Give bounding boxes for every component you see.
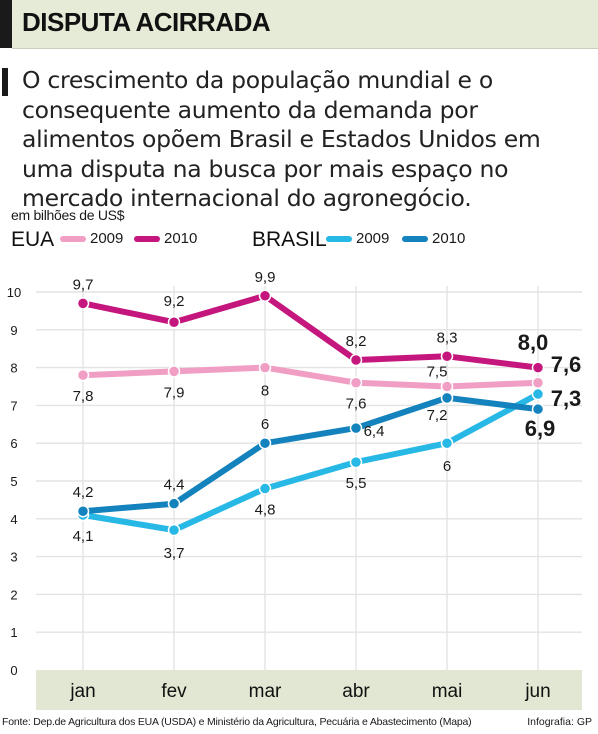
data-point-brasil-2010 xyxy=(531,402,545,416)
page-title: DISPUTA ACIRRADA xyxy=(22,7,271,37)
y-tick-label: 1 xyxy=(10,625,17,640)
data-point-eua-2009 xyxy=(440,380,454,393)
data-label-eua-2010: 8,3 xyxy=(437,329,458,346)
y-tick-label: 10 xyxy=(7,285,21,300)
data-point-eua-2010 xyxy=(167,315,181,329)
y-axis-unit-label: em bilhões de US$ xyxy=(11,207,125,223)
source-note: Fonte: Dep.de Agricultura dos EUA (USDA)… xyxy=(2,716,472,728)
data-point-brasil-2009 xyxy=(440,436,454,450)
legend-title-eua: EUA xyxy=(11,228,55,251)
data-point-eua-2010 xyxy=(258,289,272,303)
x-tick-label-abr: abr xyxy=(342,681,370,702)
data-point-eua-2010 xyxy=(531,361,545,374)
legend-label-brasil-2010: 2010 xyxy=(432,230,466,247)
legend-swatch-eua-2010 xyxy=(134,236,160,242)
chart-axes: 0 1 2 3 4 5 6 7 8 9 10 jan fev mar abr mai jun xyxy=(7,285,582,710)
data-label-brasil-2010: 6 xyxy=(261,416,269,433)
intro-text: O crescimento da população mundial e o c… xyxy=(22,66,541,212)
data-point-eua-2009 xyxy=(531,376,545,389)
x-axis-band xyxy=(36,670,582,710)
data-label-eua-2010: 9,2 xyxy=(164,293,185,310)
chart-series-lines xyxy=(76,289,545,537)
data-label-eua-2010: 9,7 xyxy=(73,276,94,293)
data-label-eua-2010: 8,0 xyxy=(518,330,549,355)
series-line-brasil-2010 xyxy=(80,394,541,515)
data-label-brasil-2009: 5,5 xyxy=(346,475,367,492)
y-tick-label: 5 xyxy=(10,474,17,489)
data-point-eua-2009 xyxy=(258,361,272,374)
header: DISPUTA ACIRRADA xyxy=(0,0,598,49)
credit-note: Infografia: GP xyxy=(527,716,592,728)
data-point-brasil-2009 xyxy=(258,482,272,495)
data-point-eua-2010 xyxy=(349,353,363,367)
intro-accent-bar xyxy=(2,68,8,96)
legend-title-brasil: BRASIL xyxy=(252,228,327,251)
data-label-brasil-2009: 3,7 xyxy=(164,545,185,562)
legend-label-eua-2009: 2009 xyxy=(90,230,124,247)
data-point-brasil-2009 xyxy=(349,455,363,469)
y-tick-label: 2 xyxy=(10,587,17,602)
x-tick-label-fev: fev xyxy=(161,681,187,702)
data-label-brasil-2009: 6 xyxy=(443,458,451,475)
data-point-brasil-2010 xyxy=(167,497,181,510)
data-label-eua-2010: 9,9 xyxy=(255,269,276,286)
data-label-brasil-2010: 6,9 xyxy=(525,416,556,441)
data-label-brasil-2010: 6,4 xyxy=(364,423,385,440)
y-tick-label: 0 xyxy=(10,663,17,678)
legend-label-eua-2010: 2010 xyxy=(164,230,198,247)
series-line-eua-2009 xyxy=(80,364,541,390)
x-tick-label-jun: jun xyxy=(524,681,550,702)
y-tick-label: 4 xyxy=(10,512,17,527)
y-tick-label: 9 xyxy=(10,323,17,338)
data-label-eua-2009: 7,5 xyxy=(427,364,448,381)
data-point-brasil-2010 xyxy=(349,421,363,435)
legend-label-brasil-2009: 2009 xyxy=(356,230,390,247)
data-label-eua-2009: 7,6 xyxy=(346,396,367,413)
x-tick-label-mar: mar xyxy=(249,681,282,702)
y-tick-label: 3 xyxy=(10,550,17,565)
data-point-eua-2009 xyxy=(167,365,181,378)
data-label-eua-2010: 8,2 xyxy=(346,333,367,350)
legend-swatch-brasil-2009 xyxy=(326,236,352,242)
header-accent-bar xyxy=(0,0,12,48)
legend-swatch-brasil-2010 xyxy=(402,236,428,242)
data-label-brasil-2010: 7,2 xyxy=(427,407,448,424)
data-label-eua-2009: 8 xyxy=(261,383,269,400)
series-line-eua-2010 xyxy=(80,292,541,371)
data-label-brasil-2010: 4,2 xyxy=(73,484,94,501)
data-label-eua-2009: 7,8 xyxy=(73,388,94,405)
header-background xyxy=(12,0,598,48)
data-label-brasil-2009: 4,8 xyxy=(255,502,276,519)
data-point-brasil-2010 xyxy=(258,436,272,450)
series-line-brasil-2009 xyxy=(80,391,541,534)
x-tick-label-mai: mai xyxy=(432,681,463,702)
data-point-brasil-2009 xyxy=(167,523,181,537)
chart-data-labels: 7,8 7,9 8 7,6 7,5 7,6 9,7 9,2 9,9 8,2 8,3 8,0 4,1 3,7… xyxy=(73,269,582,562)
data-point-brasil-2009 xyxy=(531,387,545,401)
y-tick-label: 7 xyxy=(10,398,17,413)
y-tick-label: 8 xyxy=(10,361,17,376)
x-tick-label-jan: jan xyxy=(69,681,95,702)
data-point-eua-2010 xyxy=(76,297,90,310)
header-divider xyxy=(12,48,598,49)
y-tick-label: 6 xyxy=(10,436,17,451)
data-label-brasil-2010: 4,4 xyxy=(164,477,185,494)
data-point-brasil-2010 xyxy=(440,391,454,405)
data-label-eua-2009: 7,6 xyxy=(551,352,582,377)
data-point-eua-2010 xyxy=(440,350,454,363)
data-label-eua-2009: 7,9 xyxy=(164,384,185,401)
data-point-eua-2009 xyxy=(349,376,363,389)
data-label-brasil-2009: 7,3 xyxy=(551,386,582,411)
data-point-eua-2009 xyxy=(76,368,90,382)
legend-swatch-eua-2009 xyxy=(60,236,86,242)
data-point-brasil-2010 xyxy=(76,504,90,518)
data-label-brasil-2009: 4,1 xyxy=(73,528,94,545)
